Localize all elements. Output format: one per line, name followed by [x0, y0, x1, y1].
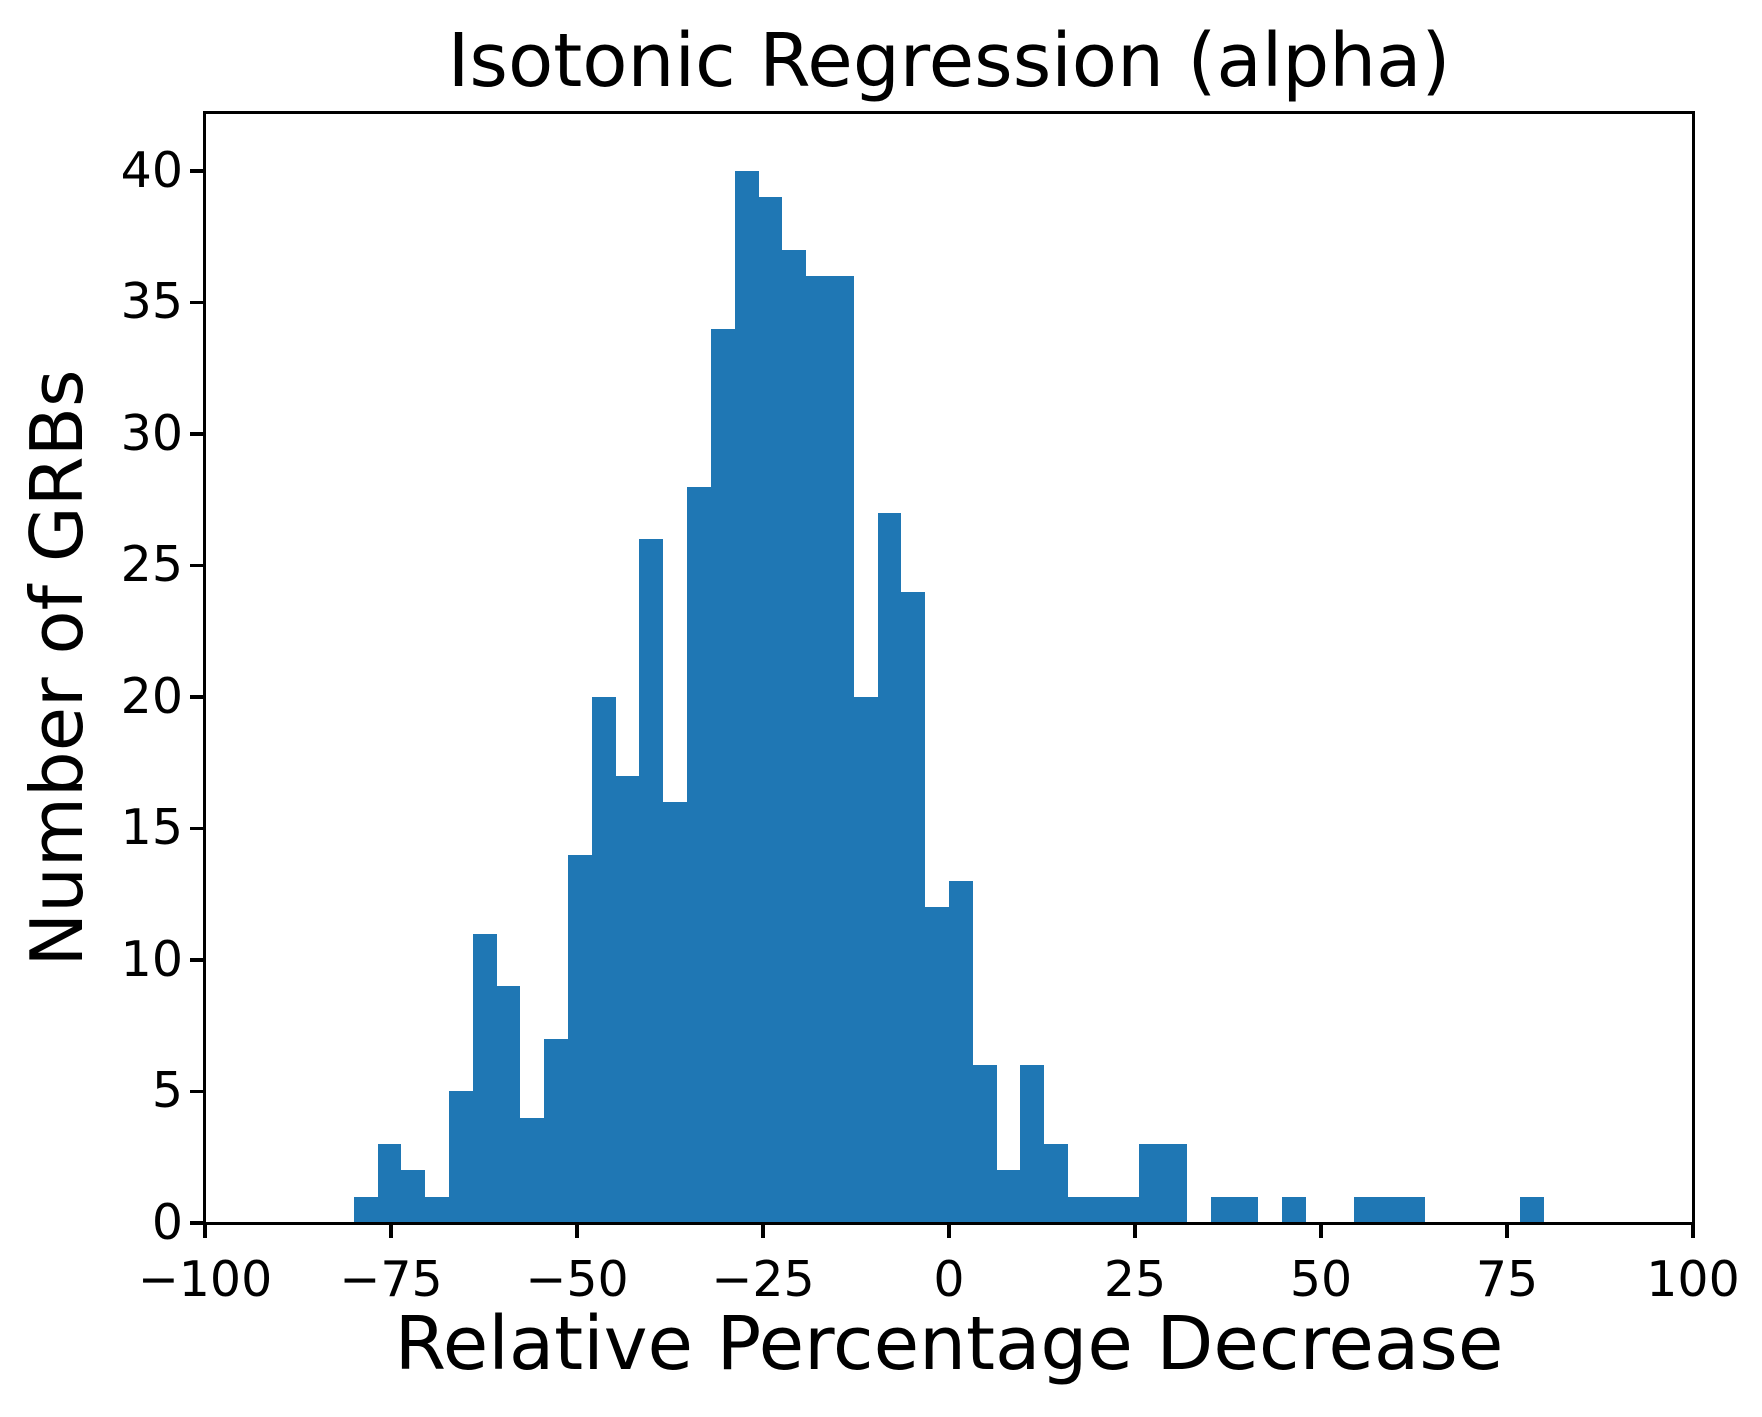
- y-tick-label: 0: [151, 1194, 183, 1251]
- histogram-bar: [663, 802, 688, 1223]
- y-tick-label: 25: [120, 536, 183, 594]
- histogram-bar: [1044, 1144, 1069, 1223]
- histogram-bar: [1139, 1144, 1164, 1223]
- histogram-bar: [972, 1065, 997, 1223]
- x-tick-label: −75: [339, 1251, 443, 1308]
- x-tick-mark: [947, 1223, 951, 1238]
- histogram-bar: [1163, 1144, 1188, 1223]
- x-tick-mark: [389, 1223, 393, 1238]
- y-tick-label: 35: [120, 273, 183, 331]
- y-tick-mark: [190, 169, 205, 173]
- x-tick-label: 50: [1289, 1251, 1353, 1308]
- histogram-bar: [1282, 1196, 1307, 1223]
- y-tick-label: 15: [120, 799, 183, 857]
- x-axis-label: Relative Percentage Decrease: [394, 1301, 1504, 1387]
- x-tick-mark: [761, 1223, 765, 1238]
- histogram-bar: [353, 1196, 378, 1223]
- x-tick-label: 75: [1475, 1251, 1539, 1308]
- histogram-bar: [1353, 1196, 1378, 1223]
- y-tick-label: 5: [151, 1062, 183, 1120]
- chart-title: Isotonic Regression (alpha): [447, 18, 1451, 104]
- x-tick-mark: [1505, 1223, 1509, 1238]
- y-tick-mark: [190, 826, 205, 831]
- histogram-bar: [449, 1091, 473, 1223]
- x-tick-mark: [1319, 1223, 1323, 1238]
- histogram-bar: [591, 696, 616, 1223]
- bars-layer: [205, 113, 1693, 1223]
- histogram-bar: [1210, 1196, 1235, 1223]
- x-tick-label: −25: [711, 1251, 815, 1308]
- histogram-bar: [734, 170, 759, 1223]
- x-tick-label: −100: [137, 1251, 273, 1308]
- y-tick-mark: [190, 1089, 205, 1094]
- y-tick-mark: [190, 1221, 205, 1225]
- y-tick-label: 30: [120, 404, 183, 462]
- histogram-bar: [1020, 1065, 1045, 1223]
- histogram-bar: [544, 1038, 569, 1223]
- x-tick-mark: [1133, 1223, 1137, 1238]
- y-tick-mark: [190, 695, 205, 699]
- y-tick-mark: [190, 300, 205, 305]
- y-tick-label: 20: [120, 667, 183, 725]
- histogram-bar: [710, 328, 735, 1223]
- x-tick-mark: [575, 1223, 579, 1238]
- histogram-bar: [1068, 1196, 1092, 1223]
- histogram-bar: [1520, 1196, 1545, 1223]
- x-tick-label: 0: [933, 1251, 965, 1308]
- histogram-bar: [877, 512, 902, 1223]
- histogram-bar: [782, 249, 807, 1223]
- histogram-bar: [949, 881, 973, 1223]
- histogram-bar: [568, 854, 592, 1223]
- y-tick-label: 10: [120, 930, 183, 988]
- histogram-bar: [1091, 1196, 1116, 1223]
- histogram-bar: [472, 933, 497, 1223]
- y-tick-mark: [190, 432, 205, 436]
- histogram-bar: [1377, 1196, 1402, 1223]
- y-tick-mark: [190, 958, 205, 962]
- histogram-bar: [901, 591, 926, 1223]
- histogram-bar: [496, 986, 521, 1223]
- histogram-bar: [615, 775, 640, 1223]
- histogram-bar: [687, 486, 711, 1223]
- histogram-bar: [829, 276, 854, 1223]
- histogram-bar: [401, 1170, 426, 1223]
- histogram-bar: [520, 1117, 545, 1223]
- x-tick-label: 100: [1646, 1251, 1740, 1308]
- histogram-bar: [996, 1170, 1021, 1223]
- x-tick-mark: [203, 1223, 207, 1238]
- histogram-bar: [425, 1196, 450, 1223]
- y-tick-label: 40: [120, 141, 183, 199]
- x-tick-label: −50: [525, 1251, 629, 1308]
- histogram-bar: [853, 696, 878, 1223]
- histogram-bar: [758, 197, 783, 1223]
- y-tick-mark: [190, 563, 205, 568]
- histogram-bar: [925, 907, 949, 1223]
- x-tick-label: 25: [1103, 1251, 1167, 1308]
- histogram-bar: [639, 539, 664, 1223]
- histogram-bar: [1115, 1196, 1140, 1223]
- x-tick-mark: [1691, 1223, 1695, 1238]
- histogram-bar: [1234, 1196, 1259, 1223]
- histogram-bar: [1401, 1196, 1426, 1223]
- plot-area: [203, 111, 1695, 1225]
- histogram-bar: [806, 276, 830, 1223]
- histogram-bar: [377, 1144, 402, 1223]
